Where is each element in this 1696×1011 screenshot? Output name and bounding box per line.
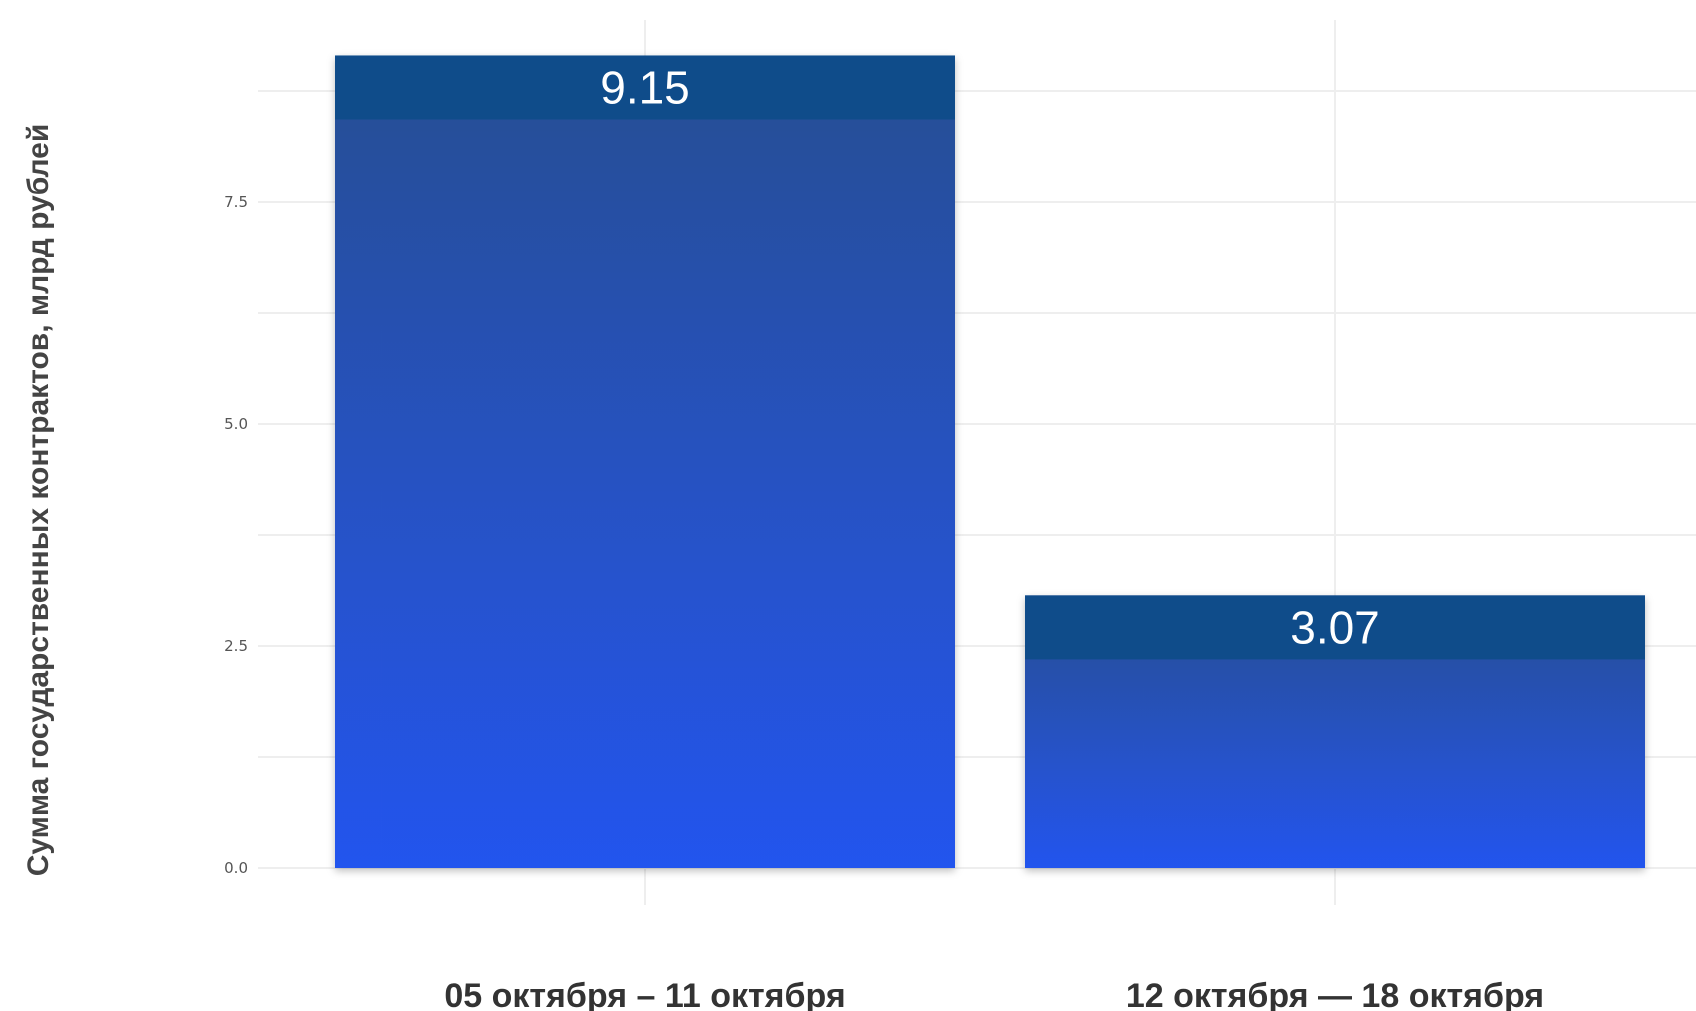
y-tick-label: 7.5	[224, 193, 248, 211]
bar-value-label: 3.07	[1290, 601, 1380, 653]
y-tick-label: 5.0	[224, 415, 248, 433]
x-axis-categories: 05 октября – 11 октября 12 октября — 18 о…	[444, 977, 1544, 1011]
y-tick-label: 2.5	[224, 637, 248, 655]
bar-body	[335, 55, 955, 869]
bar-label-band	[1025, 595, 1645, 660]
y-axis-title: Сумма государственных контрактов, млрд р…	[22, 124, 55, 877]
x-category-label: 05 октября – 11 октября	[444, 977, 845, 1011]
bar-label-band	[335, 55, 955, 120]
x-category-label: 12 октября — 18 октября	[1126, 977, 1544, 1011]
bar	[335, 55, 955, 869]
value-labels: 9.15 3.07	[600, 61, 1380, 653]
bars	[335, 55, 1645, 869]
y-axis-ticks: 0.0 2.5 5.0 7.5	[224, 193, 248, 877]
bar-value-label: 9.15	[600, 61, 690, 113]
bar	[1025, 595, 1645, 868]
y-tick-label: 0.0	[224, 859, 248, 877]
